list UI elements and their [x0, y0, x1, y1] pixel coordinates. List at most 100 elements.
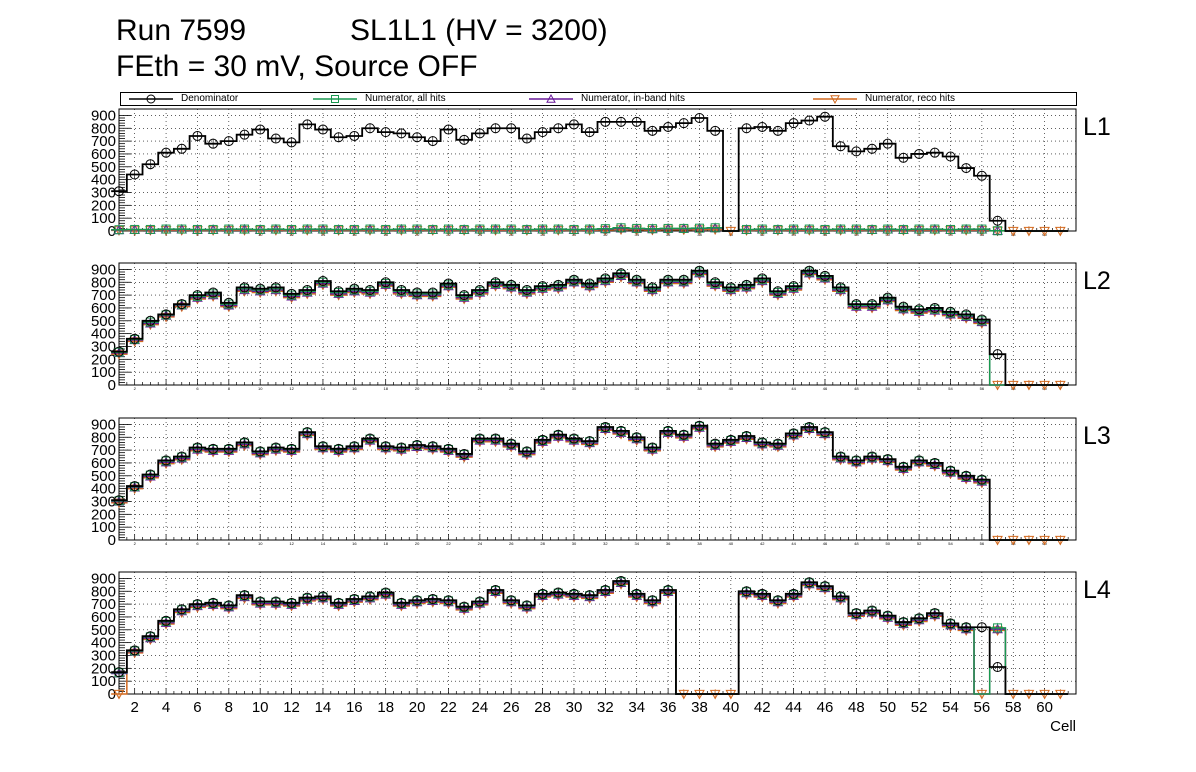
data-point	[976, 170, 987, 181]
legend-marker-square	[331, 95, 339, 103]
data-point	[867, 299, 878, 310]
x-tick-label: 40	[723, 699, 740, 716]
data-point	[929, 302, 940, 313]
x-tick-label: 56	[974, 699, 991, 716]
data-point	[585, 224, 595, 234]
data-point	[380, 441, 391, 452]
data-point	[506, 438, 517, 449]
data-point	[914, 224, 924, 234]
data-point	[443, 278, 454, 289]
data-point	[114, 346, 124, 357]
y-tick-label: 0	[108, 532, 116, 549]
data-point	[145, 469, 156, 480]
data-point	[506, 279, 517, 290]
chamber-title: SL1L1 (HV = 3200)	[350, 14, 608, 47]
data-point	[443, 443, 454, 454]
x-tick-label: 42	[760, 541, 765, 546]
data-point	[474, 128, 485, 139]
data-point	[302, 592, 313, 603]
legend-symbol	[529, 93, 573, 103]
data-point	[867, 224, 877, 234]
data-point	[334, 224, 344, 234]
legend-label: Denominator	[181, 93, 239, 104]
data-point	[192, 442, 203, 453]
data-point	[506, 123, 517, 134]
data-point	[522, 224, 532, 234]
x-tick-label: 10	[258, 386, 263, 391]
data-point	[772, 125, 783, 136]
panel-label: L1	[1083, 113, 1111, 141]
x-tick-label: 6	[196, 541, 199, 546]
x-tick-label: 46	[823, 386, 828, 391]
panel-label: L3	[1083, 422, 1111, 450]
data-point	[537, 434, 548, 445]
data-point	[914, 613, 925, 624]
data-point	[851, 455, 862, 466]
data-point	[208, 597, 219, 608]
x-tick-label: 38	[697, 232, 702, 237]
data-point	[396, 224, 406, 234]
legend-label: Numerator, all hits	[365, 93, 446, 104]
panel-l1: 0100200300400500600700800900246810121416…	[91, 107, 1111, 240]
run-number: Run 7599	[116, 14, 247, 47]
data-point	[474, 284, 485, 295]
x-tick-label: 2	[134, 386, 137, 391]
x-tick-label: 18	[383, 541, 388, 546]
data-point	[491, 224, 501, 234]
legend-marker-triangle-up	[546, 93, 556, 103]
data-point	[788, 281, 799, 292]
data-point	[788, 118, 799, 129]
data-point	[459, 224, 469, 234]
data-point	[882, 454, 893, 465]
data-point	[819, 581, 830, 592]
x-tick-label: 32	[603, 541, 608, 546]
x-tick-label: 24	[478, 386, 483, 391]
data-point	[113, 689, 125, 700]
data-point	[239, 590, 250, 601]
data-point	[333, 286, 344, 297]
series-denominator	[111, 420, 1069, 541]
data-point	[882, 292, 893, 303]
data-point	[302, 427, 313, 438]
data-point	[192, 599, 203, 610]
data-point	[663, 121, 674, 132]
x-tick-label: 30	[566, 699, 583, 716]
x-tick-label: 26	[509, 541, 514, 546]
data-point	[349, 130, 360, 141]
data-point	[961, 470, 972, 481]
data-point	[694, 265, 705, 276]
data-point	[961, 224, 971, 234]
data-point	[521, 600, 532, 611]
legend-marker-triangle-down	[830, 95, 840, 105]
y-tick-label: 900	[91, 261, 116, 278]
data-point	[161, 455, 172, 466]
data-point	[286, 443, 297, 454]
data-point	[836, 224, 846, 234]
x-tick-label: 40	[729, 541, 734, 546]
data-point	[239, 437, 250, 448]
y-tick-label: 800	[91, 120, 116, 137]
data-point	[145, 315, 156, 326]
data-point	[130, 224, 140, 234]
x-tick-label: 6	[193, 699, 201, 716]
data-point	[835, 282, 846, 293]
data-point	[867, 143, 878, 154]
data-point	[490, 277, 501, 288]
data-point	[192, 290, 203, 301]
data-point	[632, 223, 642, 233]
data-point	[835, 141, 846, 152]
data-point	[365, 224, 375, 234]
x-tick-label: 48	[848, 699, 865, 716]
x-tick-label: 36	[666, 541, 671, 546]
x-tick-label: 34	[634, 541, 639, 546]
x-tick-label: 28	[534, 699, 551, 716]
data-point	[412, 439, 423, 450]
data-point	[459, 601, 470, 612]
x-tick-label: 50	[886, 386, 891, 391]
series-denominator	[111, 265, 1069, 386]
data-point	[161, 224, 171, 234]
legend-label: Numerator, in-band hits	[581, 93, 685, 104]
